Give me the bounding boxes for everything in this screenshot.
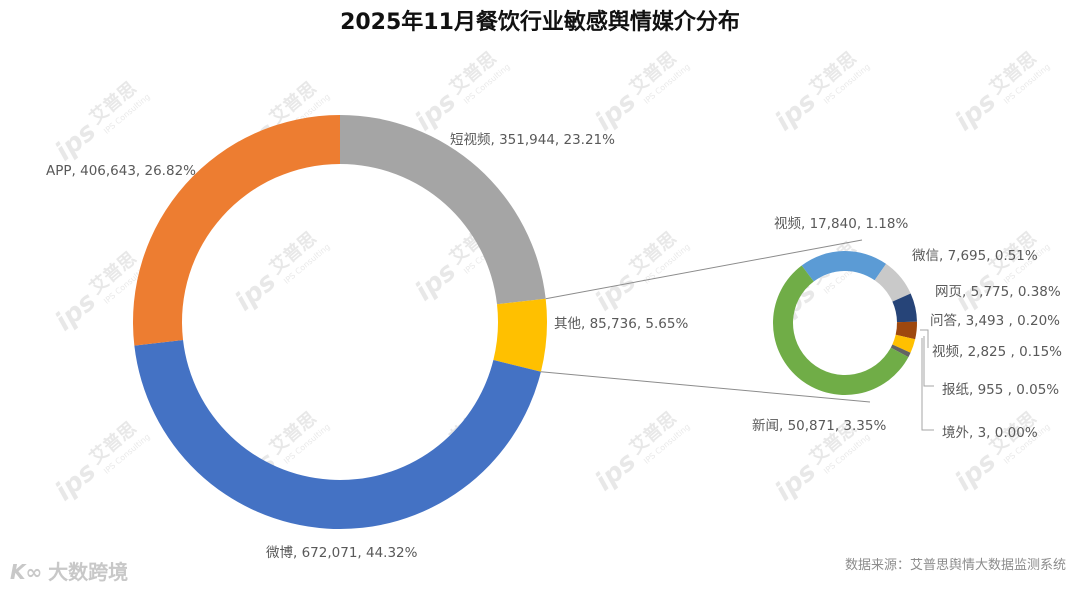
main-slice-1 bbox=[493, 298, 547, 372]
svg-text:ips: ips bbox=[770, 457, 822, 508]
secondary-doughnut bbox=[772, 251, 917, 395]
label-news: 新闻, 50,871, 3.35% bbox=[752, 418, 887, 434]
sub-slice-5 bbox=[890, 344, 911, 358]
label-weibo: 微博, 672,071, 44.32% bbox=[266, 545, 418, 561]
label-wechat: 微信, 7,695, 0.51% bbox=[912, 248, 1038, 264]
label-app: APP, 406,643, 26.82% bbox=[46, 163, 196, 179]
label-video: 视频, 17,840, 1.18% bbox=[774, 216, 909, 232]
sub-slice-3 bbox=[895, 321, 917, 340]
main-slice-2 bbox=[134, 339, 541, 529]
label-short-video: 短视频, 351,944, 23.21% bbox=[450, 132, 615, 148]
svg-text:ips: ips bbox=[230, 267, 282, 318]
label-other: 其他, 85,736, 5.65% bbox=[554, 316, 689, 332]
sub-slice-0 bbox=[801, 251, 887, 282]
svg-text:ips: ips bbox=[950, 87, 1002, 138]
label-overseas: 境外, 3, 0.00% bbox=[942, 425, 1038, 441]
svg-text:ips: ips bbox=[50, 287, 102, 338]
svg-text:ips: ips bbox=[410, 257, 462, 308]
label-newspaper: 报纸, 955 , 0.05% bbox=[942, 382, 1060, 398]
sub-slice-7 bbox=[772, 265, 909, 395]
label-video-2: 视频, 2,825 , 0.15% bbox=[932, 344, 1062, 360]
svg-text:ips: ips bbox=[590, 447, 642, 498]
main-slice-0 bbox=[340, 115, 546, 305]
svg-text:ips: ips bbox=[770, 87, 822, 138]
data-source: 数据来源：艾普思舆情大数据监测系统 bbox=[844, 558, 1066, 573]
svg-text:ips: ips bbox=[590, 267, 642, 318]
connector-lines bbox=[540, 239, 871, 403]
brand-watermark: K∞ 大数跨境 bbox=[10, 556, 128, 585]
svg-text:ips: ips bbox=[50, 117, 102, 168]
main-slice-3 bbox=[133, 114, 340, 346]
sub-slice-4 bbox=[892, 334, 916, 353]
main-doughnut bbox=[133, 114, 547, 529]
label-web: 网页, 5,775, 0.38% bbox=[935, 284, 1061, 300]
sub-slice-2 bbox=[892, 293, 917, 323]
svg-text:ips: ips bbox=[950, 447, 1002, 498]
chart-title: 2025年11月餐饮行业敏感舆情媒介分布 bbox=[340, 10, 740, 35]
sub-slice-1 bbox=[874, 263, 911, 302]
svg-text:ips: ips bbox=[50, 457, 102, 508]
label-qa: 问答, 3,493 , 0.20% bbox=[930, 313, 1060, 329]
brand-logo-icon: K∞ bbox=[10, 560, 43, 584]
brand-text: 大数跨境 bbox=[48, 560, 129, 584]
secondary-leader-lines bbox=[920, 329, 934, 431]
